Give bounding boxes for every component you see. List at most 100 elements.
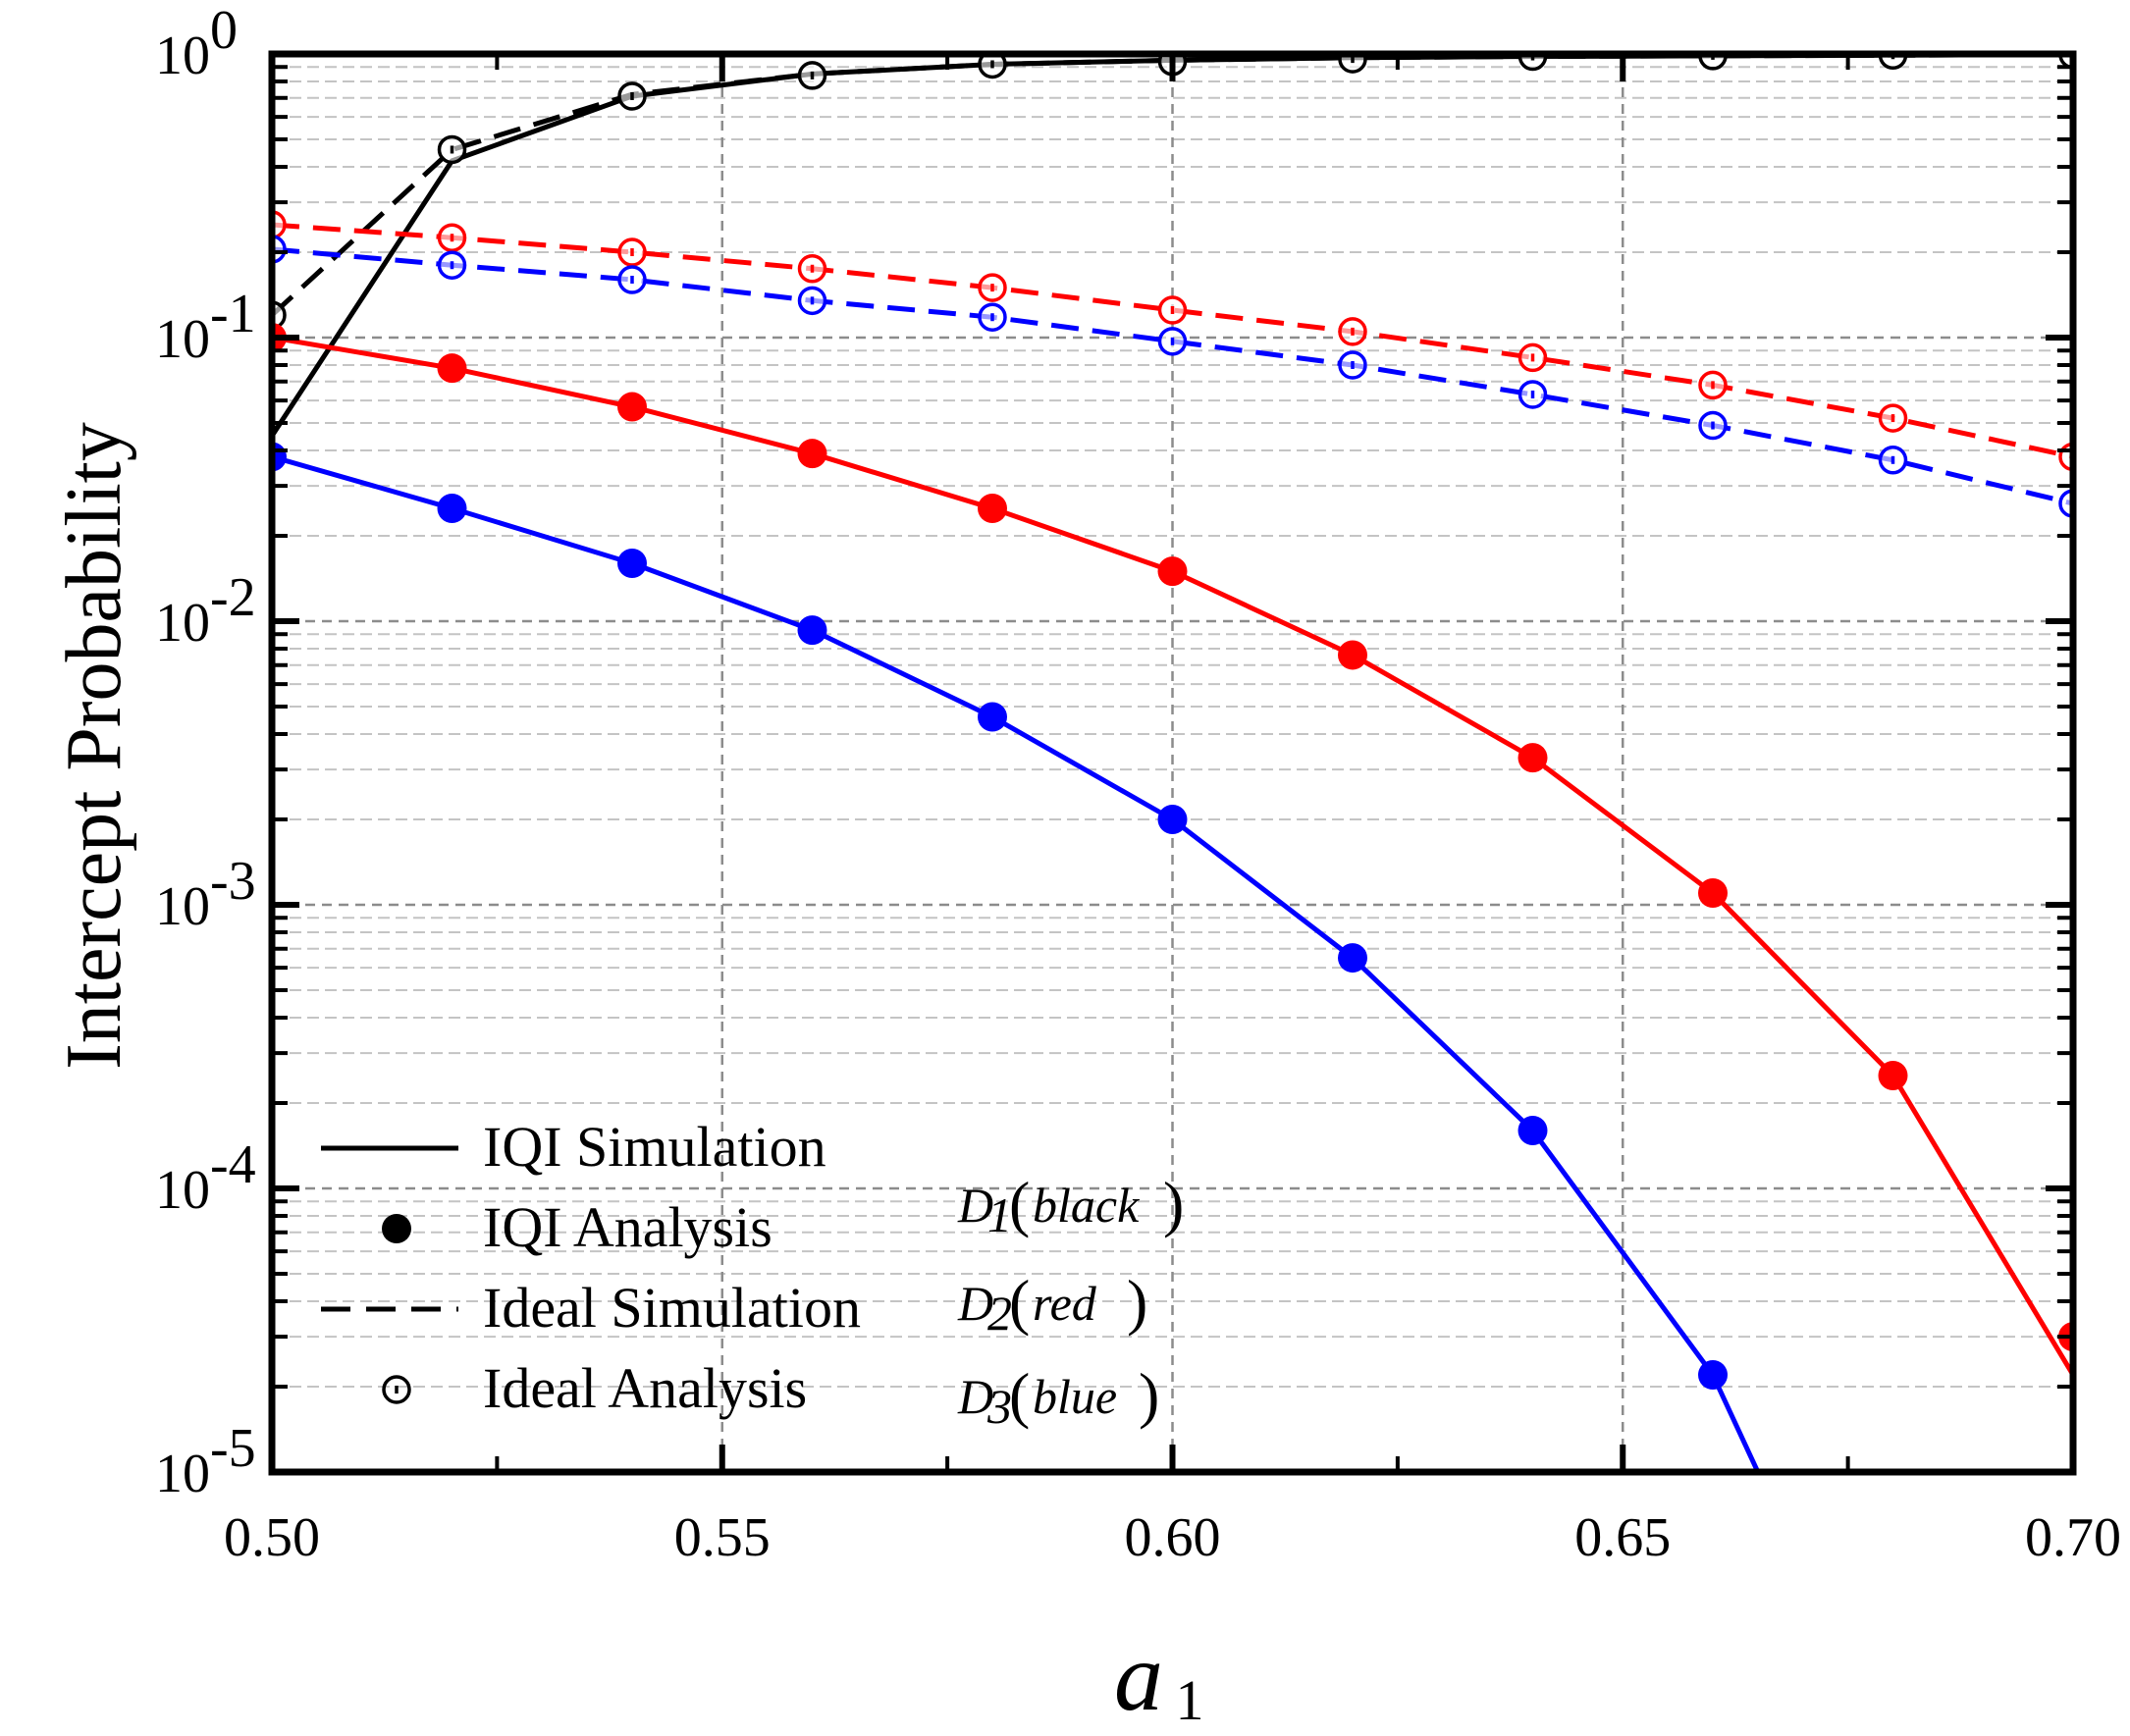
y-tick-exp: -3 [210,851,256,912]
point-iqi-analysis-d2 [797,439,827,469]
point-iqi-analysis-d3 [797,615,827,646]
point-iqi-analysis-d3 [1698,1360,1728,1391]
annotation-d1-lparen: ( [1009,1169,1030,1238]
y-tick-label: 10 0 [155,0,238,86]
x-tick-label: 0.60 [1125,1507,1221,1568]
x-axis-title-main: a [1114,1622,1163,1731]
point-ideal-analysis-d3 [1698,410,1728,441]
x-tick-label: 0.65 [1574,1507,1671,1568]
y-axis-title: Intercept Probability [51,422,137,1070]
point-iqi-analysis-d2 [1338,640,1367,670]
point-ideal-analysis-d3 [797,286,827,316]
point-iqi-analysis-d2 [617,392,647,422]
point-iqi-analysis-d2 [978,493,1007,523]
point-iqi-analysis-d3 [1157,805,1188,835]
series-line-ideal-simulation-d2 [272,222,2073,459]
point-iqi-analysis-d3 [617,549,647,579]
x-axis-title: a 1 [1114,1622,1204,1732]
annotation-d1-letter: D [957,1178,993,1233]
point-ideal-analysis-d3 [1338,350,1367,380]
x-tick-label: 0.70 [2025,1507,2121,1568]
point-iqi-analysis-d2 [1878,1060,1908,1090]
annotation-d1: D 1 ( black ) [957,1169,1184,1242]
point-ideal-analysis-d1 [797,61,827,90]
point-ideal-analysis-d1 [978,54,1007,79]
point-ideal-analysis-d1 [617,81,647,111]
point-iqi-analysis-d2 [1518,743,1548,773]
point-iqi-analysis-d2 [1698,878,1728,909]
y-tick-base: 10 [155,309,210,370]
grid-major [272,54,2073,1472]
point-ideal-analysis-d3 [1878,446,1908,475]
annotation-d2-color: red [1033,1276,1097,1331]
legend-iqi-analysis-marker [382,1214,411,1243]
point-ideal-analysis-d3 [617,265,647,294]
point-ideal-analysis-d1 [437,134,467,165]
legend: IQI Simulation IQI Analysis Ideal Simula… [321,1115,861,1420]
annotation-d2-rparen: ) [1127,1267,1147,1337]
legend-iqi-simulation-label: IQI Simulation [483,1115,826,1179]
x-tick-labels: 0.50 0.55 0.60 0.65 0.70 [224,1507,2121,1568]
point-ideal-analysis-d2 [1157,295,1188,325]
x-tick-label: 0.55 [674,1507,771,1568]
y-tick-base: 10 [155,1444,210,1504]
point-iqi-analysis-d3 [437,493,467,523]
point-ideal-analysis-d2 [978,273,1007,302]
y-tick-base: 10 [155,26,210,86]
point-iqi-analysis-d2 [437,353,467,384]
point-iqi-analysis-d3 [978,702,1007,732]
point-ideal-analysis-d2 [1878,403,1908,433]
y-tick-base: 10 [155,1160,210,1221]
y-tick-exp: -1 [210,284,256,344]
y-tick-exp: -2 [210,567,256,628]
annotation-d2-sub: 2 [987,1286,1012,1341]
legend-ideal-analysis-marker [382,1375,411,1404]
series-markers [272,54,2073,1391]
point-iqi-analysis-d2 [1157,556,1188,587]
y-tick-label: 10 -3 [155,851,256,937]
y-tick-base: 10 [155,876,210,937]
axis-ticks [269,51,2076,1475]
annotation-d1-rparen: ) [1163,1169,1184,1238]
point-ideal-analysis-d3 [1518,380,1548,409]
x-axis-title-sub: 1 [1176,1668,1204,1732]
annotation-d1-sub: 1 [987,1187,1012,1242]
y-tick-label: 10 -2 [155,567,256,654]
legend-ideal-simulation-label: Ideal Simulation [483,1276,861,1340]
device-annotations: D 1 ( black ) D 2 ( red ) D 3 ( blue ) [957,1169,1184,1434]
annotation-d3: D 3 ( blue ) [957,1360,1159,1434]
y-tick-label: 10 -4 [155,1134,256,1221]
annotation-d2-lparen: ( [1009,1267,1030,1337]
legend-iqi-analysis-label: IQI Analysis [483,1195,772,1259]
annotation-d3-letter: D [957,1369,993,1424]
annotation-d3-lparen: ( [1009,1360,1030,1430]
annotation-d3-rparen: ) [1139,1360,1159,1430]
annotation-d1-color: black [1033,1178,1140,1233]
point-ideal-analysis-d2 [437,223,467,252]
point-ideal-analysis-d2 [1698,370,1728,400]
point-ideal-analysis-d2 [797,254,827,284]
x-tick-label: 0.50 [224,1507,320,1568]
y-tick-exp: -4 [210,1134,256,1195]
point-ideal-analysis-d3 [978,302,1007,332]
annotation-d3-sub: 3 [986,1379,1012,1434]
y-tick-label: 10 -1 [155,284,256,370]
legend-ideal-analysis-label: Ideal Analysis [483,1356,807,1420]
y-tick-label: 10 -5 [155,1418,256,1504]
annotation-d3-color: blue [1033,1369,1117,1424]
point-iqi-analysis-d3 [1518,1116,1548,1146]
point-ideal-analysis-d2 [617,237,647,267]
series-line-ideal-simulation-d3 [272,246,2073,506]
y-tick-base: 10 [155,593,210,654]
point-ideal-analysis-d2 [1338,317,1367,346]
y-tick-exp: -5 [210,1418,256,1479]
annotation-d2: D 2 ( red ) [957,1267,1147,1341]
point-iqi-analysis-d3 [1338,943,1367,973]
point-ideal-analysis-d3 [437,250,467,280]
point-ideal-analysis-d3 [1157,327,1188,356]
annotation-d2-letter: D [957,1276,993,1331]
series-line-iqi-simulation-d3 [272,453,1761,1472]
